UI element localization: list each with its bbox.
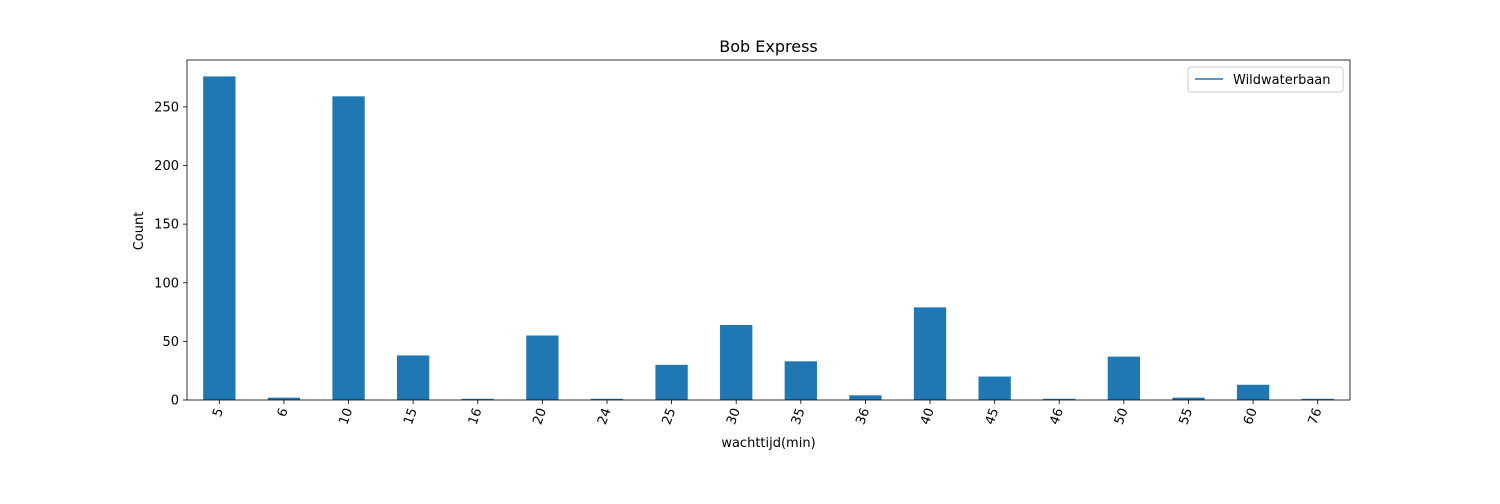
x-tick-label: 40 [918,406,938,427]
x-tick-label: 76 [1306,406,1326,427]
bar-24 [590,398,624,400]
x-tick-label: 5 [210,406,227,419]
x-tick-label: 45 [983,406,1003,427]
y-tick-label: 150 [154,218,179,233]
x-tick-label: 36 [853,406,873,427]
x-tick-label: 6 [275,406,292,419]
bar-25 [655,364,688,400]
x-tick-label: 46 [1047,406,1067,427]
y-tick-label: 100 [154,276,179,291]
bar-40 [913,307,947,400]
bar-15 [396,355,430,400]
x-tick-label: 16 [466,406,486,427]
y-tick-label: 0 [171,394,179,409]
chart-title: Bob Express [719,37,817,56]
x-axis-label: wachttijd(min) [721,436,815,451]
x-tick-label: 15 [401,406,421,427]
x-tick-label: 55 [1176,406,1196,427]
x-tick-label: 35 [789,406,809,427]
bar-45 [978,376,1011,400]
bar-76 [1301,398,1334,400]
x-tick-label: 30 [724,406,744,427]
legend: Wildwaterbaan [1187,66,1344,93]
bar-30 [720,324,753,400]
bar-36 [849,395,882,400]
y-tick-label: 50 [162,335,179,350]
y-axis-label: Count [132,212,147,251]
legend-label: Wildwaterbaan [1233,73,1331,88]
x-tick-label: 10 [337,406,357,427]
bar-10 [332,96,365,401]
bar-5 [203,76,236,401]
bar-6 [267,397,301,400]
x-tick-label: 60 [1241,406,1261,427]
x-tick-label: 25 [660,406,680,427]
bar-60 [1236,384,1270,400]
bar-16 [461,398,494,400]
bars-layer [203,76,1334,401]
y-tick-label: 250 [154,100,179,115]
axes-layer: 5 6 10 15 16 20 24 25 30 35 36 40 45 46 50 55 60 76 0 50 100… [154,59,1351,427]
bar-55 [1172,397,1205,400]
plot-frame [186,59,1351,401]
bar-20 [526,335,559,400]
x-tick-label: 20 [530,406,550,427]
bar-46 [1043,398,1076,400]
bar-50 [1107,356,1141,400]
x-tick-label: 50 [1112,406,1132,427]
y-tick-label: 200 [154,159,179,174]
x-tick-label: 24 [595,406,615,427]
bar-35 [784,361,817,400]
legend-box [1187,66,1344,93]
